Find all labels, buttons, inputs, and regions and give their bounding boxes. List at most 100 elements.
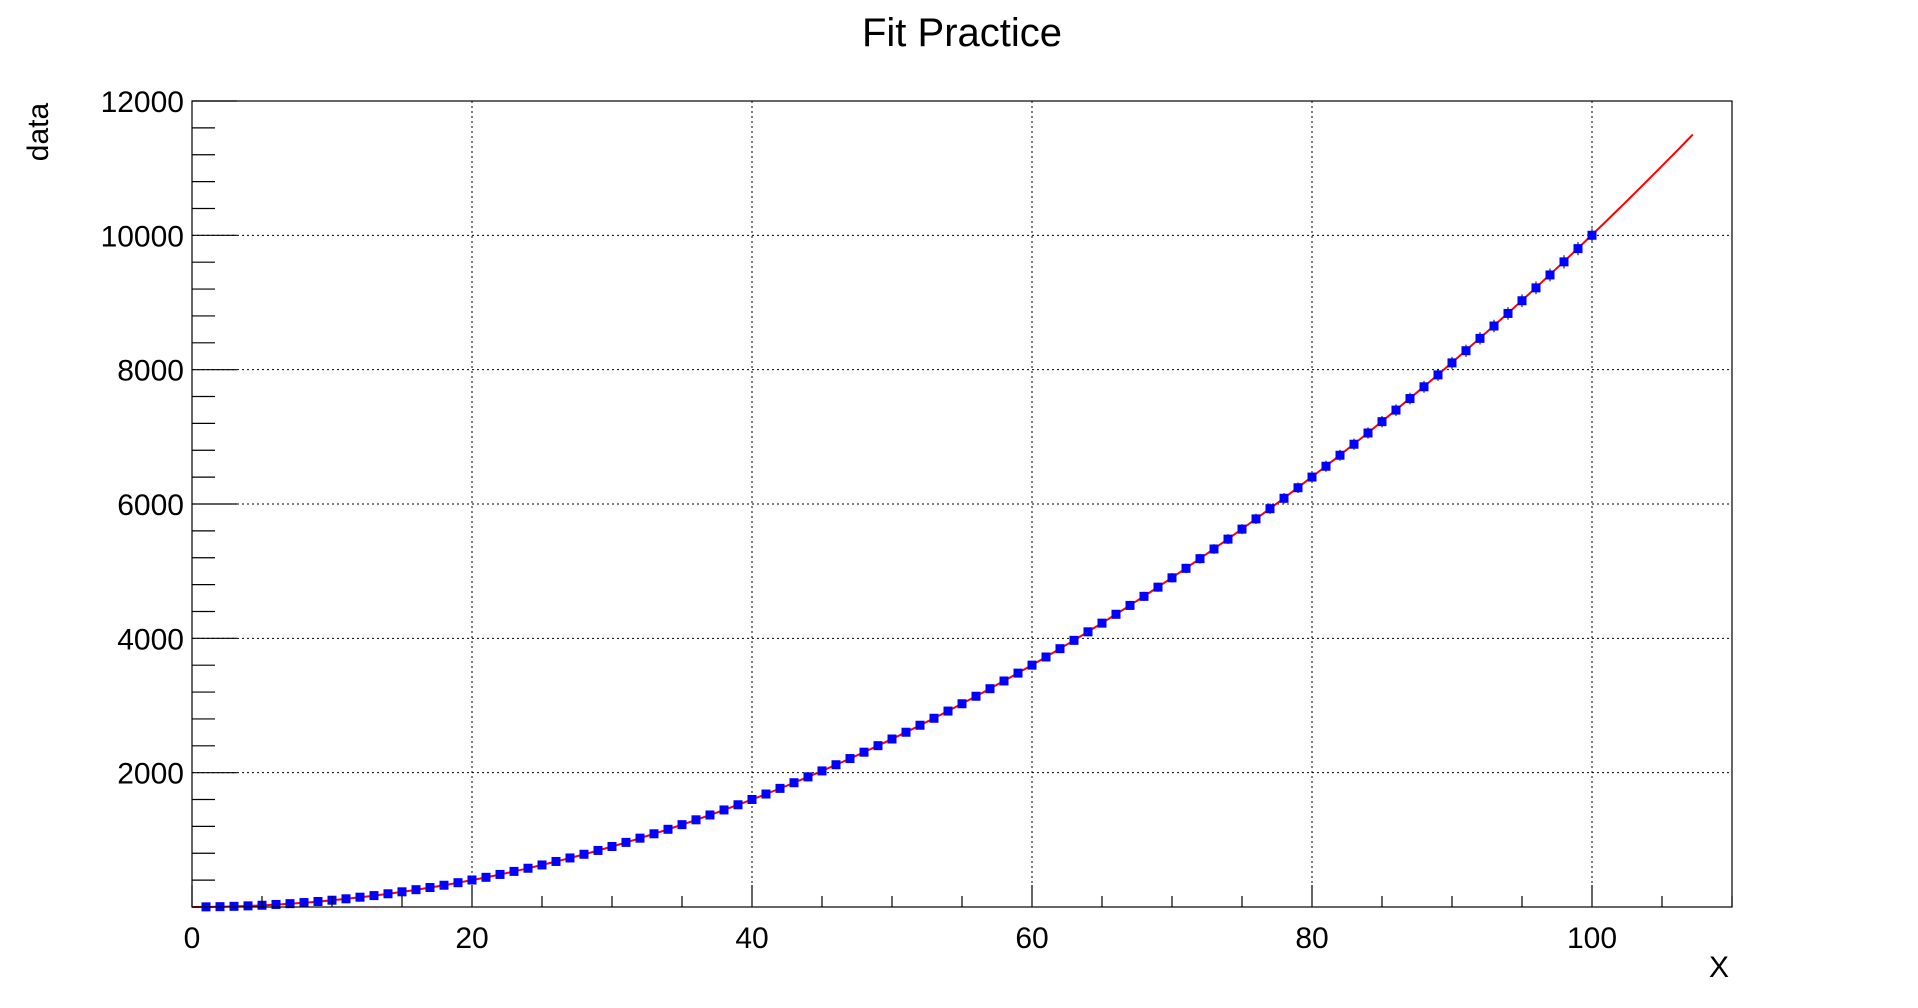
data-point [593, 845, 603, 855]
data-point [1321, 461, 1331, 471]
data-point [453, 878, 463, 888]
data-point [1237, 524, 1247, 534]
data-point [1069, 635, 1079, 645]
data-point [397, 887, 407, 897]
x-tick-label: 0 [184, 922, 201, 955]
data-point [1307, 472, 1317, 482]
data-point [439, 880, 449, 890]
chart-title: Fit Practice [862, 11, 1062, 55]
data-point [1055, 644, 1065, 654]
data-point [1503, 308, 1513, 318]
data-point [1335, 450, 1345, 460]
data-point [1391, 405, 1401, 415]
data-point [1195, 554, 1205, 564]
data-point [229, 901, 239, 911]
data-point [1223, 534, 1233, 544]
x-tick-label: 80 [1295, 922, 1328, 955]
data-point [1139, 591, 1149, 601]
data-point [859, 747, 869, 757]
data-point [971, 691, 981, 701]
data-point [271, 899, 281, 909]
data-point [929, 713, 939, 723]
data-point [355, 892, 365, 902]
data-point [761, 789, 771, 799]
data-point [1573, 244, 1583, 254]
data-point [565, 853, 575, 863]
x-tick-label: 40 [735, 922, 768, 955]
data-point [957, 699, 967, 709]
data-point [1013, 668, 1023, 678]
data-point [775, 783, 785, 793]
grid [192, 101, 1732, 907]
data-point [523, 863, 533, 873]
data-point [509, 866, 519, 876]
data-point [1363, 428, 1373, 438]
data-point [537, 860, 547, 870]
data-point [495, 869, 505, 879]
y-tick-label: 2000 [117, 758, 184, 791]
data-point [481, 872, 491, 882]
data-point [1545, 270, 1555, 280]
data-point [1349, 439, 1359, 449]
data-point [369, 891, 379, 901]
data-point [1461, 346, 1471, 356]
y-tick-label: 10000 [101, 220, 184, 253]
data-point [719, 805, 729, 815]
data-point [1279, 493, 1289, 503]
data-point [649, 829, 659, 839]
data-point [341, 894, 351, 904]
data-point [299, 898, 309, 908]
data-point [1097, 618, 1107, 628]
data-point [243, 901, 253, 911]
data-point [803, 772, 813, 782]
data-point [1265, 504, 1275, 514]
data-point [915, 720, 925, 730]
data-point [845, 754, 855, 764]
data-point [383, 889, 393, 899]
data-point [1531, 283, 1541, 293]
data-point [1433, 370, 1443, 380]
data-point [1475, 333, 1485, 343]
data-point [873, 741, 883, 751]
data-point [1041, 652, 1051, 662]
data-point [1293, 483, 1303, 493]
data-point [1405, 394, 1415, 404]
x-tick-label: 20 [455, 922, 488, 955]
data-point [1251, 514, 1261, 524]
data-point [1419, 382, 1429, 392]
data-point [1517, 296, 1527, 306]
data-point [285, 899, 295, 909]
y-axis-label: data [22, 102, 55, 161]
data-point [831, 760, 841, 770]
data-point [999, 676, 1009, 686]
data-point [705, 810, 715, 820]
data-point [747, 794, 757, 804]
data-point [985, 684, 995, 694]
y-tick-label: 6000 [117, 489, 184, 522]
data-point [425, 883, 435, 893]
data-point [1153, 582, 1163, 592]
data-point [467, 875, 477, 885]
x-axis-label: X [1709, 951, 1729, 984]
data-point [313, 896, 323, 906]
data-point [1181, 563, 1191, 573]
data-point [607, 841, 617, 851]
data-point [663, 824, 673, 834]
data-point [1209, 544, 1219, 554]
y-tick-label: 12000 [101, 86, 184, 119]
data-point [1489, 321, 1499, 331]
data-point [1125, 600, 1135, 610]
data-point [733, 800, 743, 810]
data-point [1559, 257, 1569, 267]
y-tick-label: 4000 [117, 623, 184, 656]
data-point [817, 766, 827, 776]
data-point [887, 734, 897, 744]
data-point [1027, 660, 1037, 670]
data-point [411, 885, 421, 895]
data-point [1587, 230, 1597, 240]
data-point [635, 833, 645, 843]
data-point [901, 727, 911, 737]
